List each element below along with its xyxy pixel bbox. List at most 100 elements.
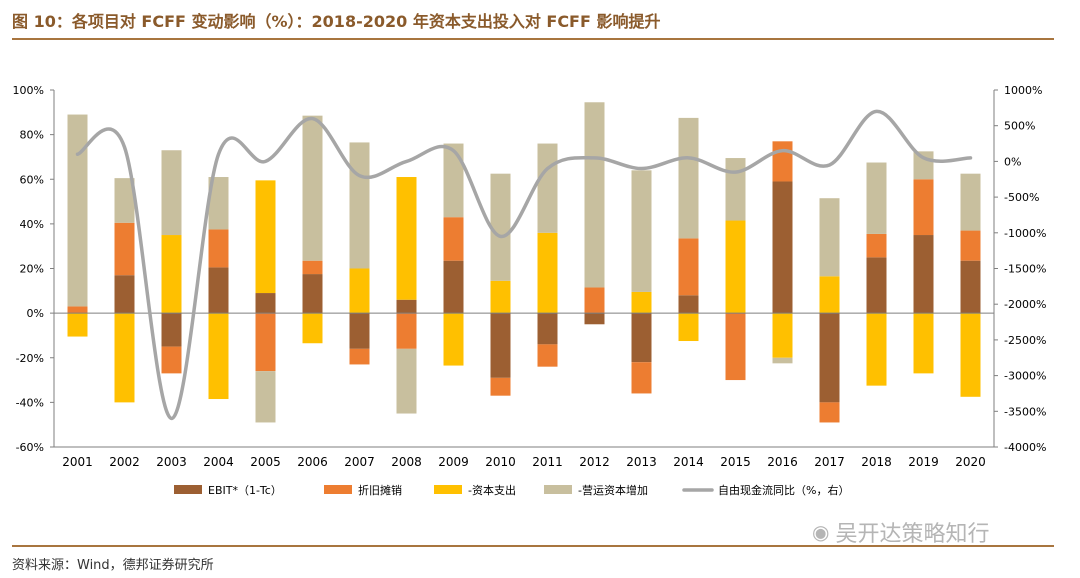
left-tick-label: 40% <box>20 218 44 231</box>
left-tick-label: -60% <box>16 441 44 454</box>
chart-title: 图 10：各项目对 FCFF 变动影响（%）：2018-2020 年资本支出投入… <box>12 12 661 31</box>
x-tick-label: 2009 <box>438 455 469 469</box>
bar-depreciation <box>913 179 934 236</box>
bar-depreciation <box>631 362 652 394</box>
bar-working_capital <box>443 143 464 218</box>
bar-depreciation <box>584 287 605 314</box>
bar-working_capital <box>725 158 746 221</box>
bar-working_capital <box>302 115 323 261</box>
x-tick-label: 2012 <box>579 455 610 469</box>
right-tick-label: -1500% <box>1004 263 1046 276</box>
source-note: 资料来源：Wind，德邦证券研究所 <box>12 558 214 573</box>
x-tick-label: 2003 <box>156 455 187 469</box>
bar-ebit <box>208 267 229 314</box>
bar-capex <box>67 313 88 337</box>
bar-ebit <box>584 313 605 325</box>
bar-depreciation <box>396 313 417 349</box>
bar-working_capital <box>631 170 652 292</box>
bar-working_capital <box>913 151 934 180</box>
bar-depreciation <box>255 313 276 372</box>
x-tick-label: 2018 <box>861 455 892 469</box>
bar-capex <box>490 280 511 314</box>
x-tick-label: 2007 <box>344 455 375 469</box>
x-tick-label: 2017 <box>814 455 845 469</box>
bar-working_capital <box>67 114 88 307</box>
x-tick-label: 2002 <box>109 455 140 469</box>
left-tick-label: 100% <box>13 84 44 97</box>
bar-ebit <box>960 260 981 314</box>
x-tick-label: 2010 <box>485 455 516 469</box>
bar-ebit <box>255 293 276 314</box>
bar-depreciation <box>960 230 981 261</box>
bar-capex <box>161 235 182 314</box>
bar-depreciation <box>349 348 370 365</box>
bar-depreciation <box>537 344 558 367</box>
bar-ebit <box>772 181 793 314</box>
bar-capex <box>631 291 652 314</box>
bar-ebit <box>678 295 699 314</box>
bar-working_capital <box>161 150 182 236</box>
bar-ebit <box>443 260 464 314</box>
right-tick-label: 500% <box>1004 120 1035 133</box>
left-tick-label: 80% <box>20 129 44 142</box>
right-tick-label: -2500% <box>1004 334 1046 347</box>
right-tick-label: -3500% <box>1004 405 1046 418</box>
footer-rule <box>12 545 1054 547</box>
right-tick-label: 0% <box>1004 155 1021 168</box>
x-tick-label: 2006 <box>297 455 328 469</box>
bar-depreciation <box>678 238 699 296</box>
series-line-fcf-yoy <box>75 109 973 421</box>
right-tick-label: -3000% <box>1004 370 1046 383</box>
bar-depreciation <box>208 229 229 268</box>
bar-working_capital <box>537 143 558 233</box>
bar-capex <box>114 313 135 403</box>
right-tick-label: 1000% <box>1004 84 1042 97</box>
left-tick-label: 20% <box>20 263 44 276</box>
bar-depreciation <box>772 141 793 182</box>
bar-depreciation <box>443 217 464 261</box>
right-tick-label: -4000% <box>1004 441 1046 454</box>
bar-ebit <box>819 313 840 403</box>
bar-working_capital <box>396 348 417 414</box>
right-tick-label: -1000% <box>1004 227 1046 240</box>
x-tick-label: 2011 <box>532 455 563 469</box>
bar-working_capital <box>678 117 699 239</box>
legend-label: 折旧摊销 <box>358 483 402 497</box>
bar-depreciation <box>819 402 840 423</box>
legend-swatch <box>174 485 202 494</box>
x-tick-label: 2016 <box>767 455 798 469</box>
wechat-icon: ◉ <box>812 520 830 544</box>
bar-depreciation <box>866 233 887 258</box>
watermark-text: 吴开达策略知行 <box>835 522 990 547</box>
legend-swatch <box>434 485 462 494</box>
right-tick-label: -500% <box>1004 191 1039 204</box>
left-tick-label: 60% <box>20 173 44 186</box>
x-tick-label: 2019 <box>908 455 939 469</box>
bar-capex <box>819 276 840 314</box>
bar-capex <box>302 313 323 344</box>
legend-swatch <box>324 485 352 494</box>
x-tick-label: 2008 <box>391 455 422 469</box>
bar-working_capital <box>349 142 370 269</box>
bar-ebit <box>913 235 934 314</box>
bar-ebit <box>114 275 135 314</box>
left-tick-label: -20% <box>16 352 44 365</box>
bar-capex <box>537 232 558 314</box>
bar-working_capital <box>490 173 511 281</box>
bar-working_capital <box>960 173 981 231</box>
bar-depreciation <box>67 306 88 314</box>
legend-label: -营运资本增加 <box>578 483 648 497</box>
x-tick-label: 2020 <box>955 455 986 469</box>
bar-depreciation <box>725 313 746 381</box>
bar-working_capital <box>584 102 605 288</box>
x-tick-label: 2001 <box>62 455 93 469</box>
bar-capex <box>772 313 793 358</box>
bar-ebit <box>631 313 652 363</box>
legend-label: -资本支出 <box>468 483 516 497</box>
legend-label: EBIT*（1-Tc） <box>208 484 282 497</box>
bar-working_capital <box>772 357 793 364</box>
bar-capex <box>960 313 981 397</box>
bar-depreciation <box>490 377 511 396</box>
bar-ebit <box>537 313 558 345</box>
